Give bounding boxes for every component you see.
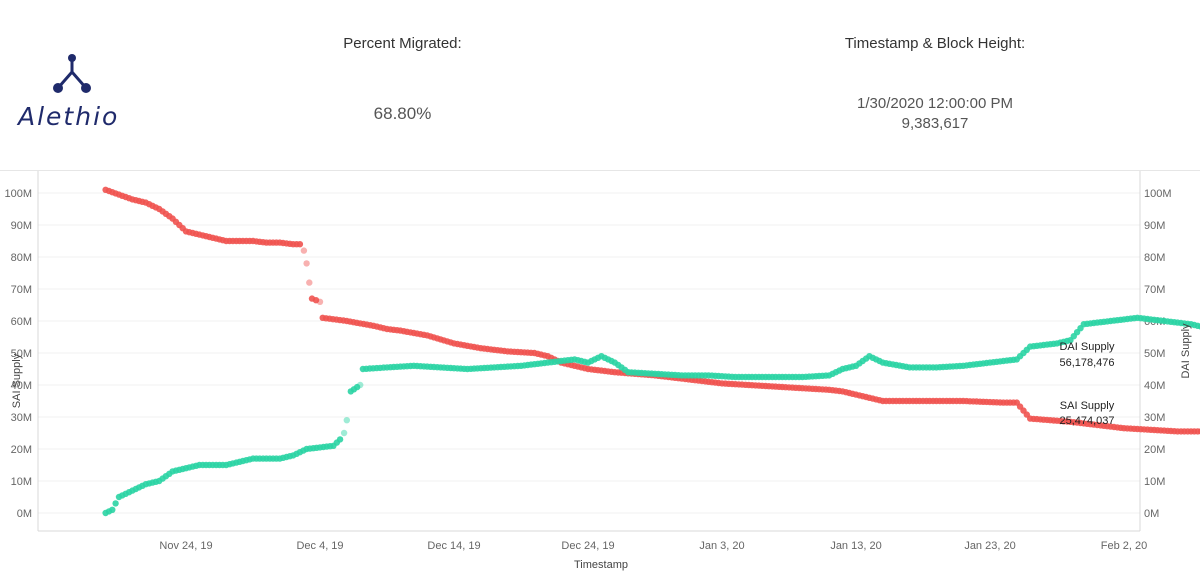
y-axis-right-title: DAI Supply (1180, 323, 1192, 379)
sai-point-63 (312, 297, 320, 304)
x-tick-0: Nov 24, 19 (159, 540, 212, 552)
y-tick-right-9: 90M (1144, 220, 1165, 232)
x-tick-5: Jan 13, 20 (830, 540, 881, 552)
dai-point-71 (340, 429, 348, 437)
sai-point-61 (306, 279, 313, 286)
dashboard-header: Alethio Percent Migrated: 68.80% Timesta… (0, 0, 1200, 168)
y-axis-left-title: SAI Supply (11, 353, 23, 408)
percent-migrated-value: 68.80% (373, 104, 432, 123)
sai-annotation-label: SAI Supply (1060, 400, 1115, 412)
header-divider (0, 170, 1200, 171)
sai-point-58 (296, 241, 304, 248)
y-tick-right-5: 50M (1144, 348, 1165, 360)
x-tick-1: Dec 4, 19 (296, 540, 343, 552)
dai-point-2 (109, 506, 116, 513)
timestamp-block-label: Timestamp & Block Height: (844, 35, 1026, 52)
y-tick-left-5: 50M (11, 348, 32, 360)
dai-point-72 (343, 417, 350, 424)
dai-point-76 (357, 381, 364, 389)
x-ticks: Nov 24, 19 Dec 4, 19 Dec 14, 19 Dec 24, 19 J… (159, 540, 1147, 552)
y-tick-right-3: 30M (1144, 412, 1165, 424)
dai-point-327 (1197, 323, 1200, 330)
x-tick-3: Dec 24, 19 (561, 540, 614, 552)
y-tick-left-3: 30M (11, 412, 32, 424)
sai-point-59 (300, 247, 308, 254)
y-tick-left-4: 40M (11, 380, 32, 392)
y-tick-left-8: 80M (11, 252, 32, 264)
x-axis-title: Timestamp (574, 559, 628, 571)
y-tick-right-1: 10M (1144, 476, 1165, 488)
timestamp-value: 1/30/2020 12:00:00 PM (857, 95, 1013, 112)
y-tick-left-2: 20M (11, 444, 32, 456)
dai-annotation-value: 56,178,476 (1059, 357, 1114, 369)
block-height-value: 9,383,617 (901, 115, 969, 132)
dai-annotation-label: DAI Supply (1059, 341, 1115, 353)
supply-chart: 0M 10M 20M 30M 40M 50M 60M 70M 80M 90M 100M 0M 10M 2… (4, 171, 1200, 571)
y-tick-right-4: 40M (1144, 380, 1165, 392)
dai-point-75 (353, 383, 361, 391)
x-tick-4: Jan 3, 20 (699, 540, 744, 552)
logo-wordmark: Alethio (18, 102, 120, 131)
y-tick-right-10: 100M (1144, 188, 1172, 200)
y-tick-right-7: 70M (1144, 284, 1165, 296)
dai-point-70 (336, 436, 344, 443)
y-tick-right-2: 20M (1144, 444, 1165, 456)
sai-point-60 (303, 260, 310, 267)
x-tick-7: Feb 2, 20 (1101, 540, 1147, 552)
y-tick-left-1: 10M (11, 476, 32, 488)
y-tick-right-8: 80M (1144, 252, 1165, 264)
y-tick-right-0: 0M (1144, 508, 1159, 520)
y-tick-left-7: 70M (11, 284, 32, 296)
sai-supply-series (102, 186, 1200, 435)
dai-supply-series (102, 314, 1200, 517)
dai-point-3 (112, 500, 119, 507)
alethio-logo: Alethio (14, 46, 134, 136)
sai-annotation-value: 25,474,037 (1059, 415, 1114, 427)
alethio-logo-icon (53, 54, 91, 93)
y-tick-left-0: 0M (17, 508, 32, 520)
x-tick-2: Dec 14, 19 (427, 540, 480, 552)
y-tick-left-10: 100M (4, 188, 32, 200)
sai-point-327 (1197, 428, 1200, 435)
chart-gridlines (38, 192, 1140, 514)
x-tick-6: Jan 23, 20 (964, 540, 1015, 552)
sai-point-64 (316, 298, 324, 305)
percent-migrated-label: Percent Migrated: (343, 35, 462, 52)
y-tick-left-9: 90M (11, 220, 32, 232)
left-y-ticks: 0M 10M 20M 30M 40M 50M 60M 70M 80M 90M 100M (4, 188, 32, 520)
y-tick-left-6: 60M (11, 316, 32, 328)
